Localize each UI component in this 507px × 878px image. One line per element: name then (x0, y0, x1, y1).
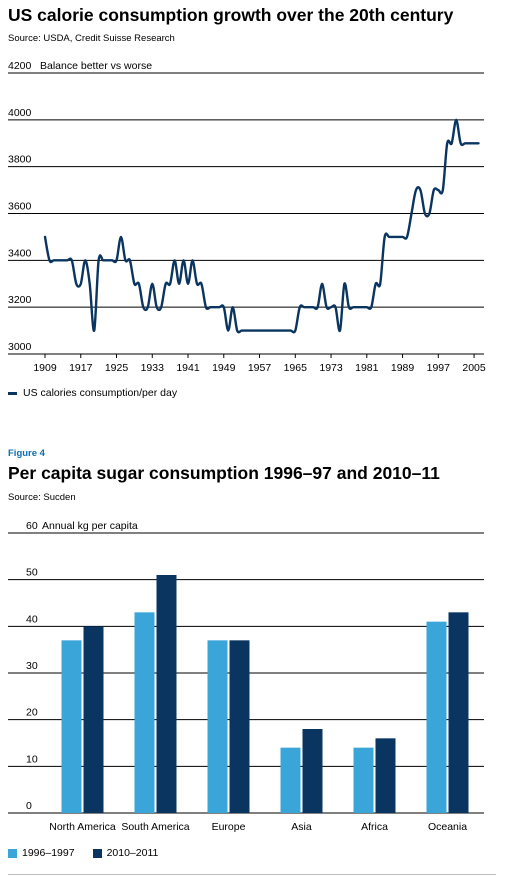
y-tick-label: 3200 (8, 294, 32, 306)
category-label: South America (121, 821, 189, 833)
x-tick-label: 1997 (427, 362, 451, 374)
y-tick-label: 3800 (8, 154, 32, 166)
category-label: Asia (291, 821, 312, 833)
legend-label-1996: 1996–1997 (22, 847, 75, 859)
bar-oceania-1996 (426, 621, 447, 813)
x-tick-label: 1925 (105, 362, 129, 374)
line-chart: 3000 3200 3400 3600 3800 4000 4200 Balance bett… (8, 60, 486, 374)
category-label: North America (49, 821, 116, 833)
category-label: Europe (212, 821, 246, 833)
legend-label-calories: US calories consumption/per day (23, 387, 178, 399)
x-tick-label: 1933 (141, 362, 165, 374)
x-tick-label: 2005 (462, 362, 486, 374)
bar-north-america-1996 (61, 640, 82, 813)
figure-number: Figure 4 (8, 448, 45, 459)
bar-south-america-1996 (134, 612, 155, 813)
x-tick-label: 1973 (319, 362, 343, 374)
category-label: Africa (361, 821, 388, 833)
legend-item-2010: 2010–2011 (92, 847, 159, 859)
bar-asia-1996 (280, 747, 301, 813)
x-tick-label: 1957 (248, 362, 272, 374)
chart2-source: Source: Sucden (8, 492, 76, 503)
y-tick-label: 0 (26, 800, 32, 812)
series-line-calories (43, 118, 480, 334)
y-tick-label: 3000 (8, 341, 32, 353)
x-tick-label: 1965 (284, 362, 308, 374)
y-tick-label: 60 (26, 520, 38, 532)
chart1-legend: US calories consumption/per day (8, 387, 177, 399)
x-tick-label: 1917 (69, 362, 93, 374)
y-tick-label: 30 (26, 660, 38, 672)
bar-europe-2010 (229, 640, 250, 813)
chart2-title: Per capita sugar consumption 1996–97 and… (8, 463, 440, 483)
legend-line-swatch (8, 391, 17, 395)
x-tick-label: 1989 (391, 362, 415, 374)
bar-europe-1996 (207, 640, 228, 813)
bar-africa-1996 (353, 747, 374, 813)
y-tick-label: 50 (26, 567, 38, 579)
y-axis-label: Balance better vs worse (40, 60, 152, 72)
chart1-title: US calorie consumption growth over the 2… (8, 5, 454, 25)
bar-asia-2010 (302, 729, 323, 813)
legend-item-1996: 1996–1997 (8, 847, 75, 859)
bar-oceania-2010 (448, 612, 469, 813)
y-axis-label: Annual kg per capita (42, 520, 138, 532)
bar-africa-2010 (375, 738, 396, 813)
chart1-source: Source: USDA, Credit Suisse Research (8, 33, 175, 44)
legend-swatch-2010 (92, 848, 102, 858)
legend-label-2010: 2010–2011 (106, 847, 159, 859)
y-tick-label: 4000 (8, 107, 32, 119)
x-tick-label: 1941 (176, 362, 200, 374)
x-tick-label: 1909 (33, 362, 57, 374)
y-tick-label: 40 (26, 613, 38, 625)
bottom-divider (8, 874, 496, 875)
x-tick-label: 1949 (212, 362, 236, 374)
y-tick-label: 10 (26, 753, 38, 765)
y-tick-label: 3600 (8, 201, 32, 213)
y-tick-label: 4200 (8, 60, 32, 72)
y-tick-label: 20 (26, 707, 38, 719)
bar-north-america-2010 (83, 626, 104, 813)
legend-swatch-1996 (8, 848, 17, 858)
category-label: Oceania (428, 821, 467, 833)
x-tick-label: 1981 (355, 362, 379, 374)
y-tick-label: 3400 (8, 247, 32, 259)
chart2-legend: 1996–1997 2010–2011 (8, 847, 170, 859)
bar-south-america-2010 (156, 575, 177, 813)
